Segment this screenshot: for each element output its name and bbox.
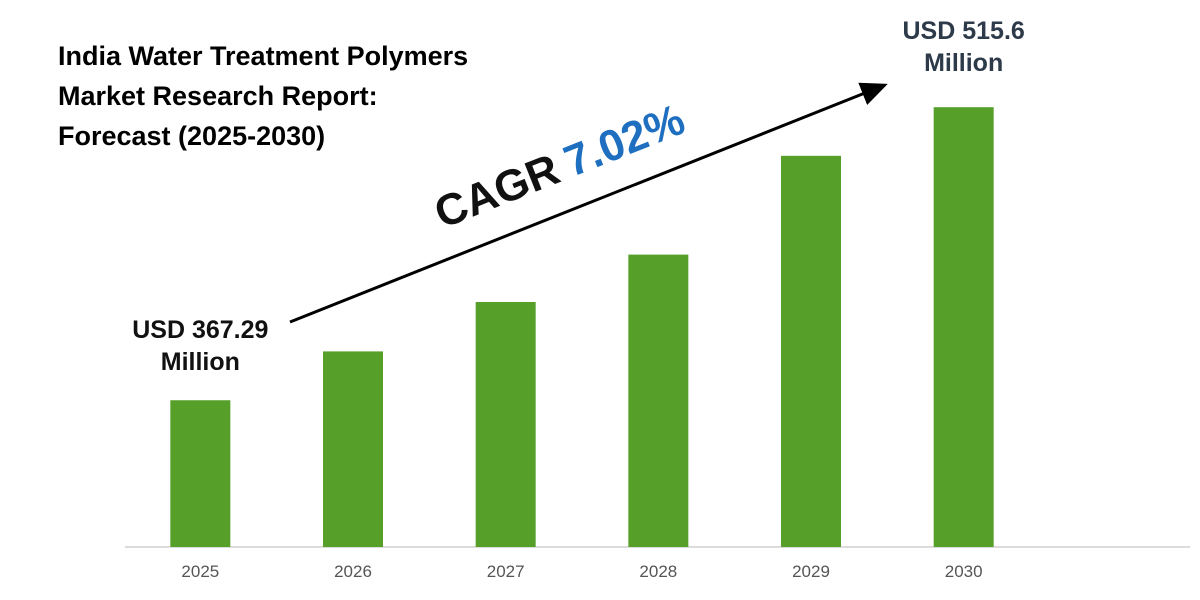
bar	[933, 107, 994, 548]
x-tick-label: 2026	[334, 562, 372, 581]
cagr-text: CAGR7.02%	[428, 95, 692, 238]
x-tick-label: 2025	[181, 562, 219, 581]
bar	[170, 400, 231, 547]
bar	[781, 155, 841, 547]
cagr-label: CAGR	[428, 145, 566, 238]
value-label: USD 515.6 Million	[902, 17, 1025, 78]
x-tick-label: 2029	[792, 562, 830, 581]
bar	[475, 302, 536, 547]
bar	[628, 254, 689, 547]
cagr-value: 7.02%	[557, 95, 691, 187]
bar	[323, 351, 383, 547]
x-tick-label: 2028	[639, 562, 677, 581]
x-tick-label: 2027	[487, 562, 525, 581]
cagr-arrow	[289, 82, 888, 324]
value-label: USD 367.29 Million	[132, 316, 269, 377]
chart-title: India Water Treatment Polymers Market Re…	[58, 41, 469, 151]
cagr: CAGR7.02%	[428, 95, 692, 238]
x-tick-label: 2030	[945, 562, 983, 581]
